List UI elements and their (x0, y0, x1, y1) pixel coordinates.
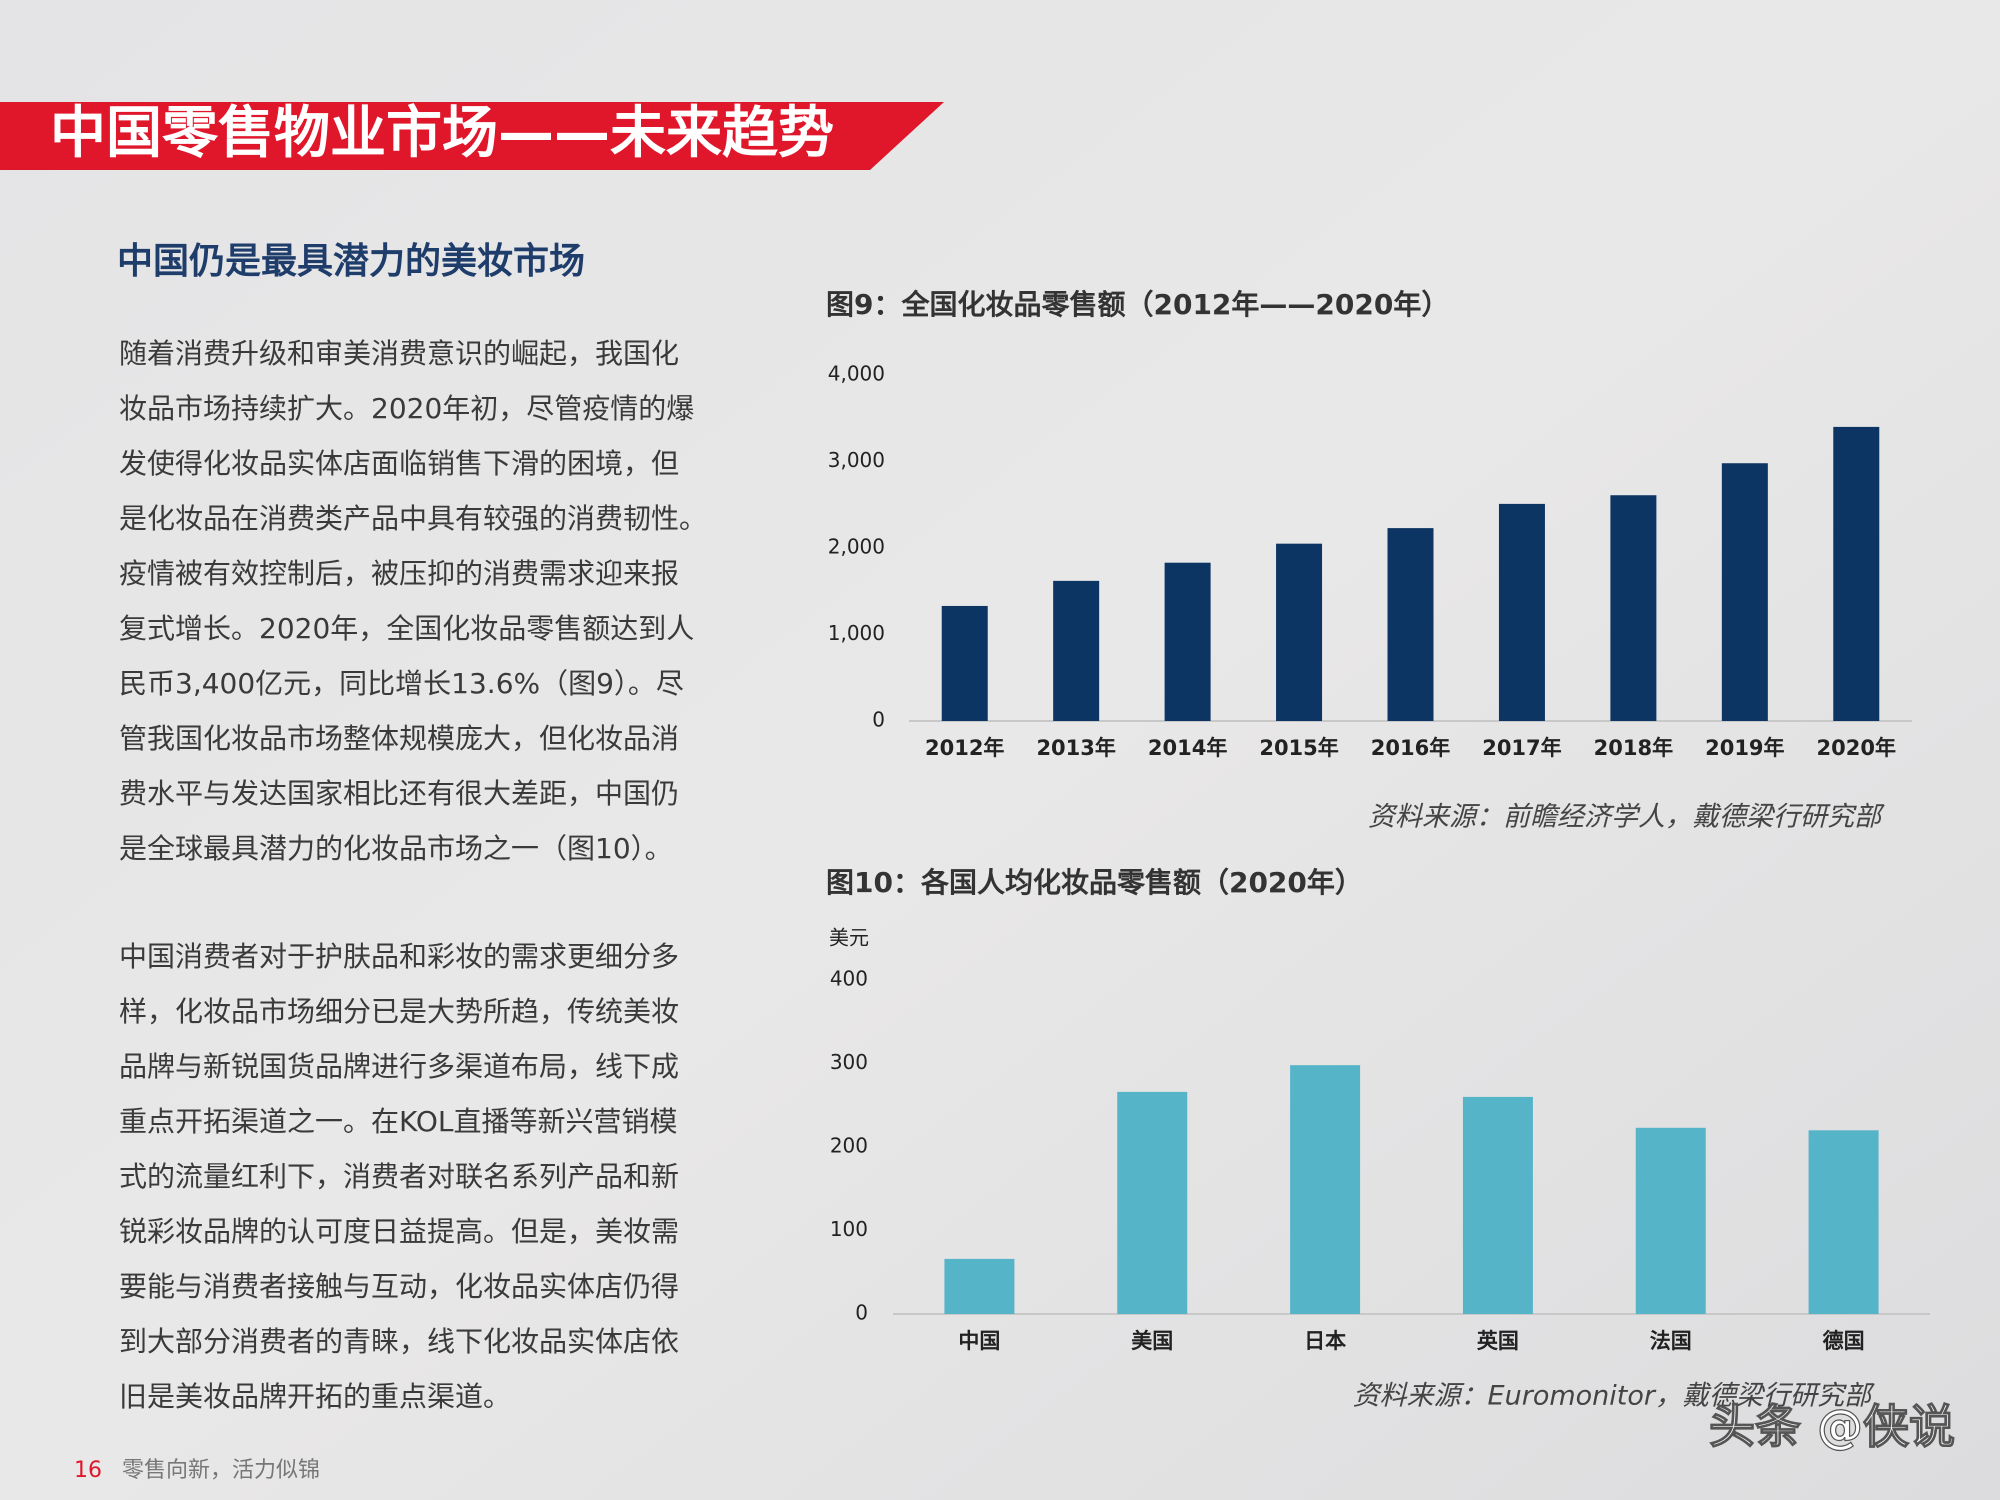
body-line: 式的流量红利下，消费者对联名系列产品和新 (119, 1160, 679, 1193)
charts: 图9：全国化妆品零售额（2012年——2020年） 0 1,000 2,000 3,00… (826, 288, 1930, 1412)
y-tick-label: 0 (872, 708, 885, 732)
body-line: 管我国化妆品市场整体规模庞大，但化妆品消 (119, 722, 679, 755)
x-tick-label: 2019年 (1705, 736, 1784, 760)
body-line: 费水平与发达国家相比还有很大差距，中国仍 (119, 777, 679, 810)
y-tick-label: 100 (830, 1217, 868, 1241)
body-line: 品牌与新锐国货品牌进行多渠道布局，线下成 (119, 1050, 679, 1083)
body-line: 妆品市场持续扩大。2020年初，尽管疫情的爆 (119, 392, 694, 425)
bar (1462, 1096, 1533, 1314)
y-tick-label: 2,000 (828, 535, 885, 559)
y-tick-label: 3,000 (828, 448, 885, 472)
x-tick-label: 中国 (958, 1329, 1000, 1353)
body-line: 旧是美妆品牌开拓的重点渠道。 (119, 1380, 511, 1413)
body-line: 发使得化妆品实体店面临销售下滑的困境，但 (119, 447, 679, 480)
bar (1053, 580, 1100, 721)
x-tick-label: 法国 (1650, 1329, 1692, 1353)
bar (1290, 1065, 1361, 1314)
body-line: 民币3,400亿元，同比增长13.6%（图9）。尽 (119, 667, 684, 700)
header-banner (0, 102, 944, 170)
bar (941, 605, 988, 721)
chart: 图9：全国化妆品零售额（2012年——2020年） 0 1,000 2,000 3,00… (826, 288, 1912, 833)
y-tick-label: 4,000 (828, 362, 885, 386)
x-tick-label: 英国 (1477, 1329, 1519, 1353)
bar (1833, 426, 1880, 721)
y-tick-label: 0 (855, 1301, 868, 1325)
body-line: 中国消费者对于护肤品和彩妆的需求更细分多 (119, 940, 679, 973)
x-tick-label: 2017年 (1482, 736, 1561, 760)
body-line: 重点开拓渠道之一。在KOL直播等新兴营销模 (119, 1105, 677, 1138)
body-line: 锐彩妆品牌的认可度日益提高。但是，美妆需 (119, 1215, 679, 1248)
y-tick-label: 400 (830, 967, 868, 991)
x-tick-label: 日本 (1304, 1329, 1346, 1353)
bar (1276, 543, 1323, 721)
page-number: 16 (74, 1458, 102, 1483)
body-line: 要能与消费者接触与互动，化妆品实体店仍得 (119, 1270, 679, 1303)
chart: 图10：各国人均化妆品零售额（2020年） 美元 0 100 200 300 400 中国 美国… (826, 866, 1930, 1412)
y-tick-label: 200 (830, 1134, 868, 1158)
header-title: 中国零售物业市场——未来趋势 (50, 101, 834, 166)
x-tick-label: 2012年 (925, 736, 1004, 760)
footer-text: 零售向新，活力似锦 (122, 1458, 320, 1483)
y-axis-unit: 美元 (829, 926, 869, 950)
body-line: 样，化妆品市场细分已是大势所趋，传统美妆 (119, 995, 679, 1028)
watermark: 头条 @侠说 (1709, 1400, 1955, 1454)
bar (1610, 495, 1657, 721)
x-tick-label: 美国 (1131, 1329, 1173, 1353)
bar (1117, 1091, 1188, 1314)
body-line: 复式增长。2020年，全国化妆品零售额达到人 (119, 612, 694, 645)
x-tick-label: 2014年 (1148, 736, 1227, 760)
chart-source: 资料来源：Euromonitor，戴德梁行研究部 (1353, 1381, 1875, 1412)
bar (1721, 463, 1768, 721)
body-line: 是全球最具潜力的化妆品市场之一（图10）。 (119, 832, 673, 865)
x-tick-label: 德国 (1823, 1329, 1865, 1353)
bar (1808, 1130, 1879, 1314)
x-tick-label: 2016年 (1371, 736, 1450, 760)
bar (1387, 528, 1434, 721)
y-tick-label: 1,000 (828, 621, 885, 645)
bar (1498, 503, 1545, 721)
x-tick-label: 2020年 (1817, 736, 1896, 760)
chart-title: 图9：全国化妆品零售额（2012年——2020年） (826, 288, 1449, 321)
section-heading: 中国仍是最具潜力的美妆市场 (117, 241, 585, 282)
y-tick-label: 300 (830, 1050, 868, 1074)
body-line: 到大部分消费者的青睐，线下化妆品实体店依 (119, 1325, 679, 1358)
x-tick-label: 2015年 (1259, 736, 1338, 760)
chart-title: 图10：各国人均化妆品零售额（2020年） (826, 866, 1363, 899)
chart-source: 资料来源：前瞻经济学人，戴德梁行研究部 (1368, 802, 1885, 833)
x-tick-label: 2018年 (1594, 736, 1673, 760)
bar (944, 1258, 1015, 1314)
x-tick-label: 2013年 (1036, 736, 1115, 760)
body-line: 随着消费升级和审美消费意识的崛起，我国化 (119, 337, 679, 370)
body-line: 是化妆品在消费类产品中具有较强的消费韧性。 (119, 502, 707, 535)
bar (1635, 1127, 1706, 1314)
body-text: 随着消费升级和审美消费意识的崛起，我国化妆品市场持续扩大。2020年初，尽管疫情… (119, 337, 707, 1413)
body-line: 疫情被有效控制后，被压抑的消费需求迎来报 (119, 557, 679, 590)
bar (1164, 562, 1211, 721)
